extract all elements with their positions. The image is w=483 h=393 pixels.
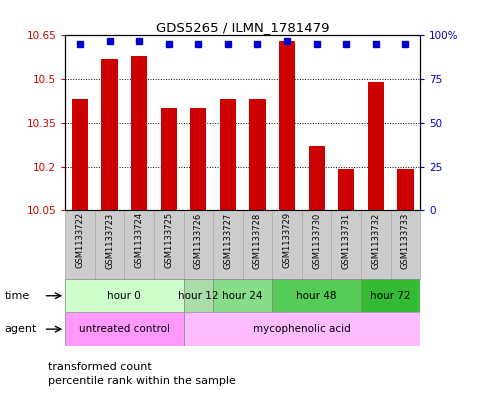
Bar xyxy=(184,210,213,279)
Bar xyxy=(272,210,302,279)
Text: GSM1133723: GSM1133723 xyxy=(105,212,114,268)
Bar xyxy=(65,279,184,312)
Text: hour 24: hour 24 xyxy=(223,291,263,301)
Text: GSM1133733: GSM1133733 xyxy=(401,212,410,269)
Bar xyxy=(361,210,391,279)
Bar xyxy=(131,56,147,210)
Text: hour 0: hour 0 xyxy=(108,291,141,301)
Text: GSM1133722: GSM1133722 xyxy=(75,212,85,268)
Bar xyxy=(249,99,266,210)
Text: time: time xyxy=(5,291,30,301)
Title: GDS5265 / ILMN_1781479: GDS5265 / ILMN_1781479 xyxy=(156,21,329,34)
Bar xyxy=(161,108,177,210)
Bar xyxy=(279,41,295,210)
Bar xyxy=(331,210,361,279)
Bar xyxy=(101,59,118,210)
Bar xyxy=(391,210,420,279)
Bar xyxy=(65,210,95,279)
Bar xyxy=(309,146,325,210)
Text: GSM1133726: GSM1133726 xyxy=(194,212,203,268)
Text: GSM1133728: GSM1133728 xyxy=(253,212,262,268)
Text: GSM1133727: GSM1133727 xyxy=(224,212,232,268)
Bar xyxy=(190,108,206,210)
Bar xyxy=(125,210,154,279)
Text: GSM1133730: GSM1133730 xyxy=(312,212,321,268)
Text: hour 72: hour 72 xyxy=(370,291,411,301)
Text: GSM1133729: GSM1133729 xyxy=(283,212,292,268)
Bar xyxy=(184,312,420,346)
Text: GSM1133724: GSM1133724 xyxy=(135,212,143,268)
Text: GSM1133725: GSM1133725 xyxy=(164,212,173,268)
Bar xyxy=(65,312,184,346)
Bar xyxy=(95,210,125,279)
Bar xyxy=(302,210,331,279)
Bar xyxy=(184,279,213,312)
Bar xyxy=(361,279,420,312)
Bar xyxy=(154,210,184,279)
Bar xyxy=(220,99,236,210)
Text: percentile rank within the sample: percentile rank within the sample xyxy=(48,376,236,386)
Bar xyxy=(29,279,32,283)
Bar xyxy=(29,146,32,149)
Text: GSM1133731: GSM1133731 xyxy=(342,212,351,268)
Text: transformed count: transformed count xyxy=(48,362,152,372)
Bar xyxy=(398,169,413,210)
Bar xyxy=(72,99,88,210)
Text: hour 12: hour 12 xyxy=(178,291,219,301)
Text: agent: agent xyxy=(5,324,37,334)
Bar xyxy=(213,210,242,279)
Bar xyxy=(338,169,355,210)
Bar xyxy=(272,279,361,312)
Text: untreated control: untreated control xyxy=(79,324,170,334)
Text: mycophenolic acid: mycophenolic acid xyxy=(253,324,351,334)
Text: hour 48: hour 48 xyxy=(297,291,337,301)
Text: GSM1133732: GSM1133732 xyxy=(371,212,380,268)
Bar xyxy=(213,279,272,312)
Bar xyxy=(242,210,272,279)
Bar xyxy=(368,82,384,210)
